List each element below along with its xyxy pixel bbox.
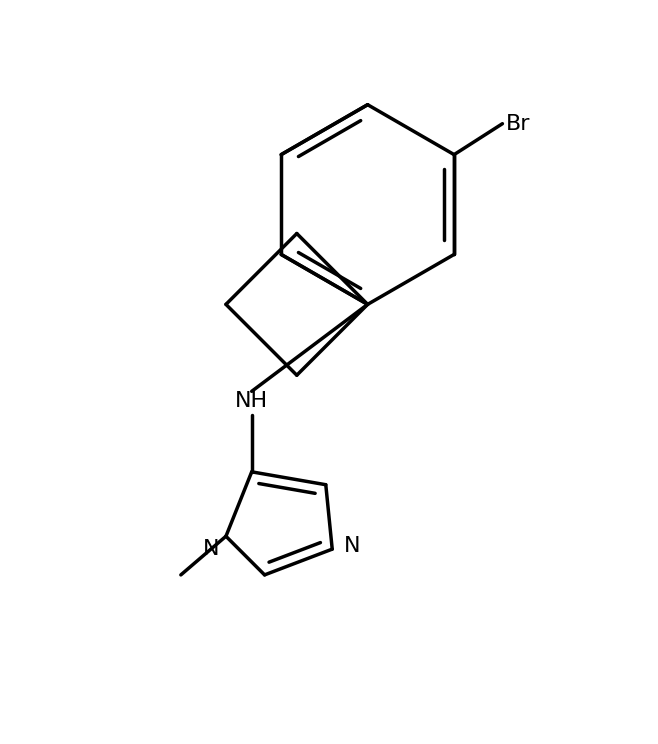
Text: N: N	[344, 536, 361, 556]
Text: N: N	[203, 539, 220, 559]
Text: NH: NH	[235, 391, 268, 411]
Text: Br: Br	[505, 114, 530, 134]
